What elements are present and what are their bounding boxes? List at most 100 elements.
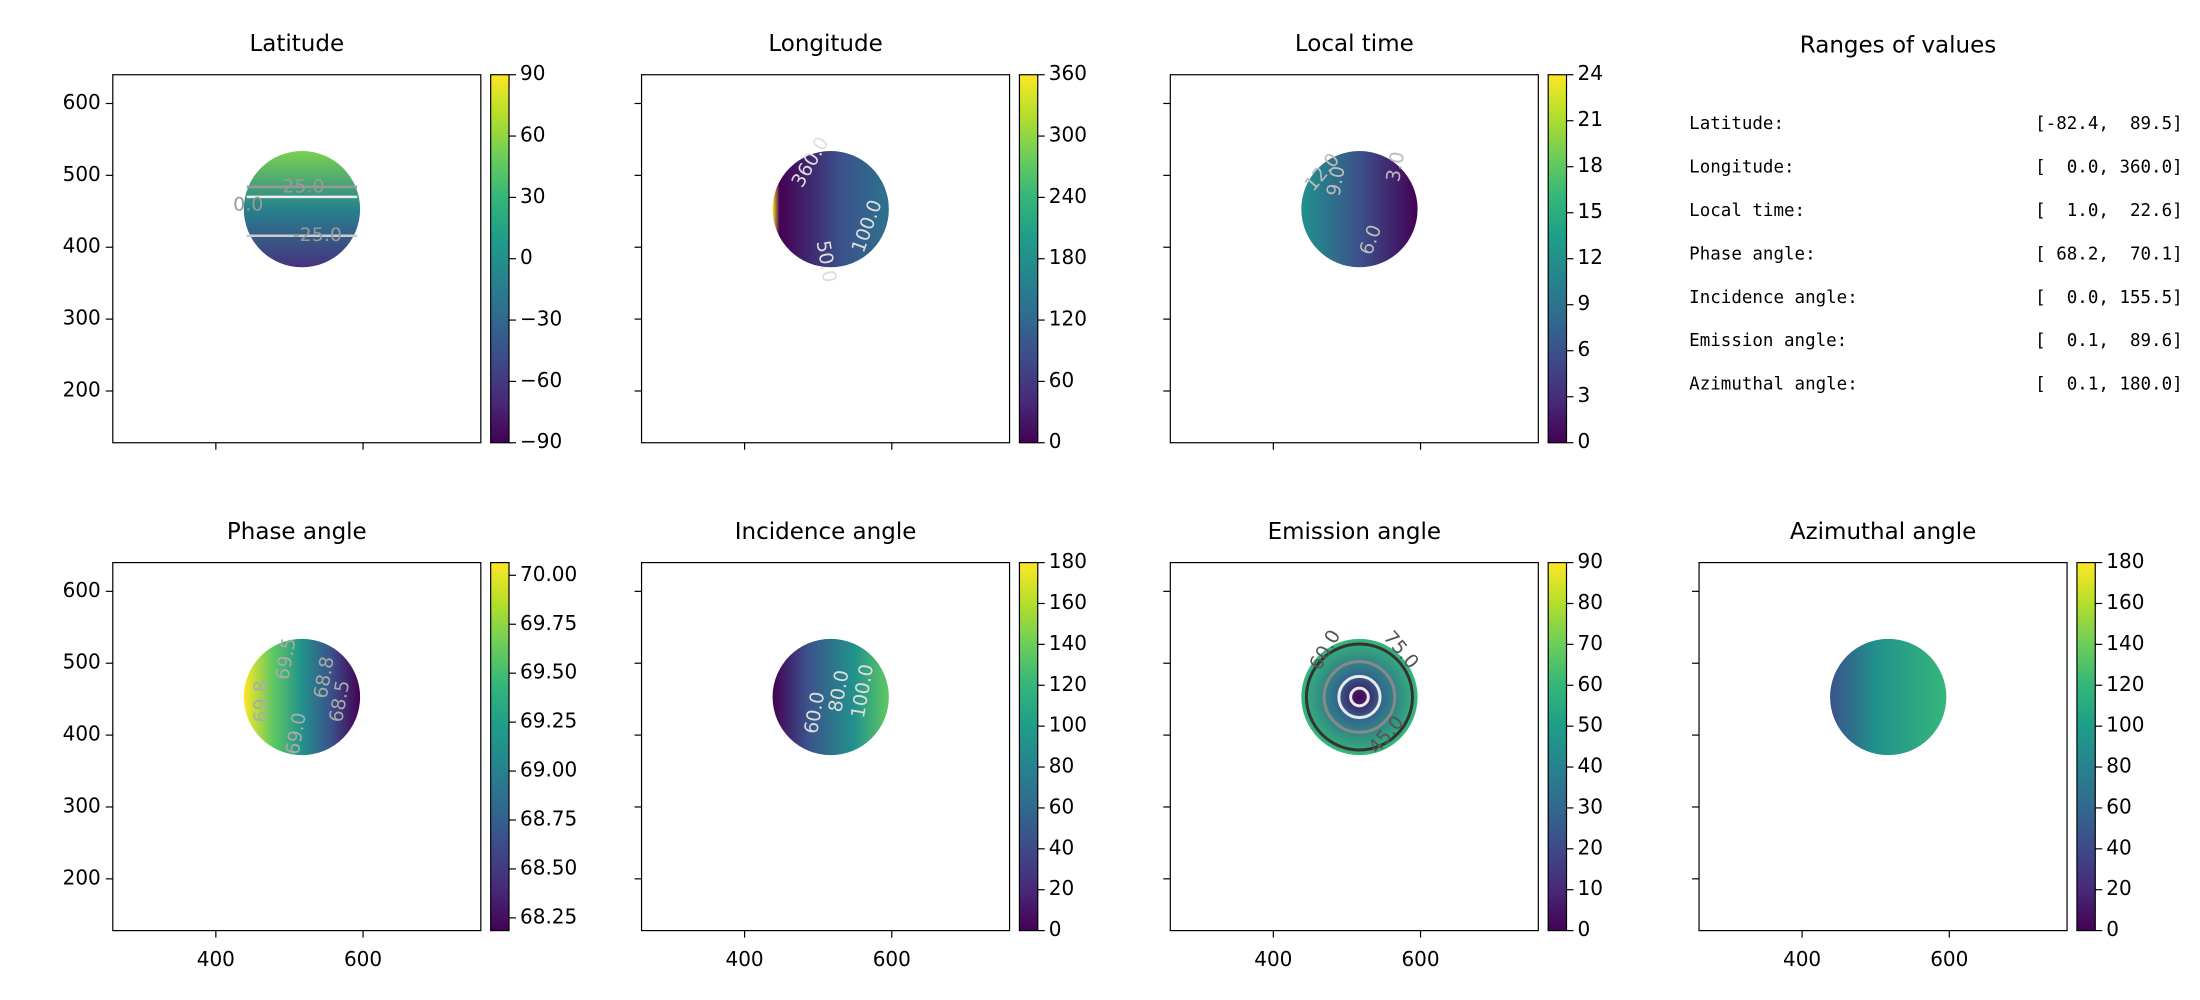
disc-image	[1301, 150, 1418, 268]
colorbar-tick-label: 20	[1578, 835, 1603, 859]
range-label: Phase angle:	[1689, 244, 1815, 264]
colorbar-tick-label: −30	[520, 307, 562, 331]
contour-line	[1322, 660, 1397, 734]
y-tick-label: 300	[63, 793, 101, 817]
colorbar-tick-label: 100	[2106, 713, 2144, 737]
x-tick-label: 400	[725, 947, 763, 971]
range-value: [ 1.0, 22.6]	[2035, 201, 2183, 221]
colorbar-tick-label: 6	[1578, 337, 1591, 361]
colorbar-tick-label: 40	[1578, 754, 1603, 778]
colorbar-tick-label: 30	[520, 184, 545, 208]
colorbar-tick-label: 180	[2106, 549, 2144, 573]
disc-image	[1301, 638, 1418, 756]
colorbar-tick-label: 80	[1049, 754, 1074, 778]
y-tick-label: 400	[63, 234, 101, 258]
range-label: Incidence angle:	[1689, 288, 1858, 308]
range-value: [-82.4, 89.5]	[2035, 114, 2183, 134]
colorbar-tick-label: 20	[1049, 876, 1074, 900]
colorbar	[490, 561, 510, 932]
colorbar-tick-label: 140	[1049, 631, 1087, 655]
chart-title: Phase angle	[227, 519, 367, 545]
range-label: Longitude:	[1689, 158, 1794, 178]
colorbar	[1547, 561, 1568, 932]
colorbar-tick-label: 68.25	[520, 904, 577, 928]
colorbar-tick-label: 120	[1049, 672, 1087, 696]
colorbar-tick-label: 50	[1578, 713, 1603, 737]
colorbar-tick-label: 100	[1049, 713, 1087, 737]
contour-label: 69.8	[250, 680, 272, 722]
colorbar-tick-label: 120	[1049, 307, 1087, 331]
chart-title: Local time	[1295, 31, 1414, 57]
colorbar-tick-label: −60	[520, 368, 562, 392]
axes-frame	[112, 74, 482, 444]
contour-label: 9.0	[1323, 164, 1350, 198]
colorbar-tick-label: 0	[1578, 429, 1591, 453]
colorbar-tick-label: 60	[1049, 794, 1074, 818]
colorbar-tick-label: 21	[1578, 107, 1603, 131]
colorbar-tick-label: 60	[1049, 368, 1074, 392]
colorbar-tick-label: 0	[1578, 917, 1591, 941]
chart-title: Azimuthal angle	[1790, 519, 1976, 545]
disc-image	[1830, 638, 1947, 756]
colorbar-tick-label: 24	[1578, 61, 1603, 85]
axes-frame	[1169, 561, 1539, 932]
disc-image	[243, 150, 361, 268]
y-tick-label: 200	[63, 377, 101, 401]
contour-label: 3.0	[1382, 150, 1409, 184]
range-label: Azimuthal angle:	[1689, 375, 1858, 395]
x-tick-label: 600	[1401, 947, 1439, 971]
x-tick-label: 600	[344, 947, 382, 971]
colorbar-tick-label: 12	[1578, 245, 1603, 269]
colorbar-tick-label: 10	[1578, 876, 1603, 900]
contour-label: -25.0	[293, 224, 342, 246]
colorbar	[1018, 74, 1039, 444]
ranges-title: Ranges of values	[1800, 33, 1996, 59]
range-value: [ 0.0, 155.5]	[2035, 288, 2183, 308]
contour-line	[1304, 642, 1414, 752]
chart-title: Latitude	[249, 31, 344, 57]
colorbar-tick-label: 180	[1049, 549, 1087, 573]
colorbar-tick-label: 60	[2106, 794, 2131, 818]
colorbar-tick-label: 15	[1578, 199, 1603, 223]
colorbar	[490, 74, 510, 444]
colorbar-tick-label: 40	[2106, 835, 2131, 859]
colorbar-tick-label: 0	[520, 245, 533, 269]
colorbar-tick-label: 20	[2106, 876, 2131, 900]
colorbar	[1547, 74, 1568, 444]
axes-frame	[1169, 74, 1539, 444]
contour-label: 0.0	[233, 193, 263, 215]
range-label: Local time:	[1689, 201, 1805, 221]
colorbar-tick-label: 0	[1049, 917, 1062, 941]
colorbar-tick-label: 69.50	[520, 660, 577, 684]
colorbar-tick-label: 80	[2106, 754, 2131, 778]
colorbar-tick-label: 30	[1578, 794, 1603, 818]
colorbar-tick-label: 3	[1578, 383, 1591, 407]
colorbar-tick-label: 140	[2106, 631, 2144, 655]
y-tick-label: 400	[63, 722, 101, 746]
colorbar-tick-label: 160	[2106, 590, 2144, 614]
contour-label: 25.0	[282, 175, 324, 197]
colorbar-tick-label: 9	[1578, 291, 1591, 315]
y-tick-label: 600	[63, 578, 101, 602]
range-value: [ 0.0, 360.0]	[2035, 158, 2183, 178]
colorbar-tick-label: 240	[1049, 184, 1087, 208]
colorbar-tick-label: 69.75	[520, 611, 577, 635]
chart-title: Longitude	[768, 31, 882, 57]
y-tick-label: 500	[63, 650, 101, 674]
axes-frame	[640, 561, 1011, 932]
colorbar-tick-label: 120	[2106, 672, 2144, 696]
y-tick-label: 300	[63, 306, 101, 330]
range-value: [ 0.1, 89.6]	[2035, 331, 2183, 351]
colorbar-tick-label: 68.75	[520, 807, 577, 831]
colorbar-tick-label: 90	[520, 61, 545, 85]
colorbar-tick-label: 40	[1049, 835, 1074, 859]
x-tick-label: 600	[873, 947, 911, 971]
x-tick-label: 400	[1783, 947, 1821, 971]
colorbar-tick-label: 90	[1578, 549, 1603, 573]
colorbar-tick-label: 68.50	[520, 855, 577, 879]
colorbar-tick-label: 180	[1049, 245, 1087, 269]
range-label: Emission angle:	[1689, 331, 1847, 351]
axes-frame	[112, 561, 482, 932]
colorbar-tick-label: 70.00	[520, 562, 577, 586]
